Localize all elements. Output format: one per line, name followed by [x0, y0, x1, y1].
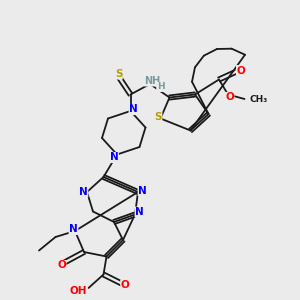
Text: O: O [225, 92, 234, 103]
Text: NH: NH [144, 76, 160, 86]
Text: N: N [79, 187, 88, 197]
Text: H: H [157, 82, 164, 91]
Text: N: N [129, 104, 138, 115]
Text: O: O [236, 65, 245, 76]
Text: O: O [57, 260, 66, 271]
Text: N: N [138, 185, 147, 196]
Text: N: N [135, 207, 144, 217]
Text: CH₃: CH₃ [250, 94, 268, 103]
Text: N: N [110, 152, 118, 163]
Text: N: N [69, 224, 78, 235]
Text: S: S [154, 112, 162, 122]
Text: S: S [115, 69, 122, 79]
Text: O: O [121, 280, 130, 290]
Text: OH: OH [70, 286, 87, 296]
